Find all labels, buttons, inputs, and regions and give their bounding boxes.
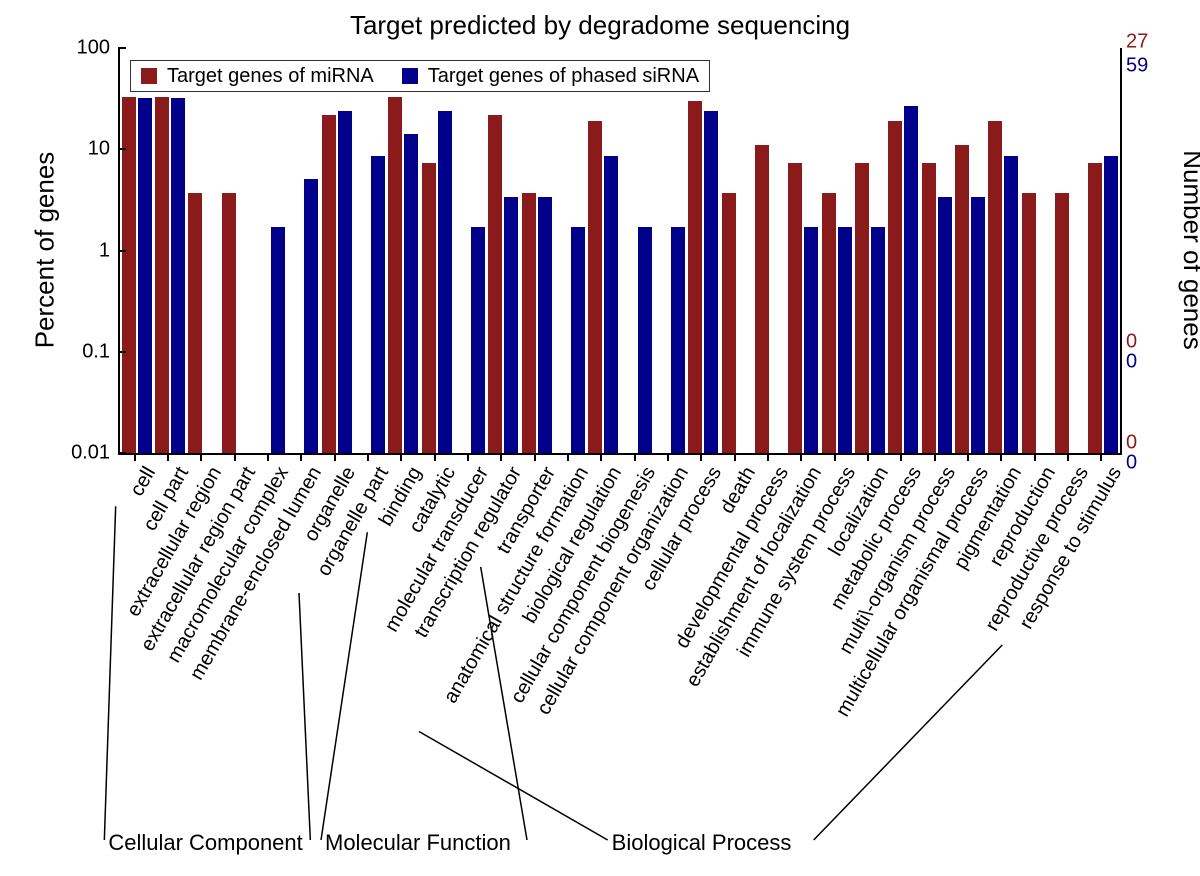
ytick-mark xyxy=(118,250,126,252)
chart-container: Target predicted by degradome sequencing… xyxy=(0,0,1200,876)
ytick-left: 0.1 xyxy=(50,340,110,363)
ytick-mark xyxy=(118,47,126,49)
ytick-right: 59 xyxy=(1126,55,1166,78)
group-bracket-line xyxy=(104,506,310,840)
ytick-left: 100 xyxy=(50,37,110,60)
ytick-left: 0.01 xyxy=(50,442,110,465)
ytick-right: 0 xyxy=(1126,350,1166,373)
ytick-left: 10 xyxy=(50,138,110,161)
group-bracket-line xyxy=(419,645,1002,840)
group-bracket-line xyxy=(321,532,527,840)
ytick-mark xyxy=(118,148,126,150)
group-brackets xyxy=(0,0,1200,876)
ytick-right: 0 xyxy=(1126,452,1166,475)
ytick-right: 27 xyxy=(1126,31,1166,54)
ytick-mark xyxy=(118,452,126,454)
ytick-left: 1 xyxy=(50,239,110,262)
ytick-mark xyxy=(118,351,126,353)
